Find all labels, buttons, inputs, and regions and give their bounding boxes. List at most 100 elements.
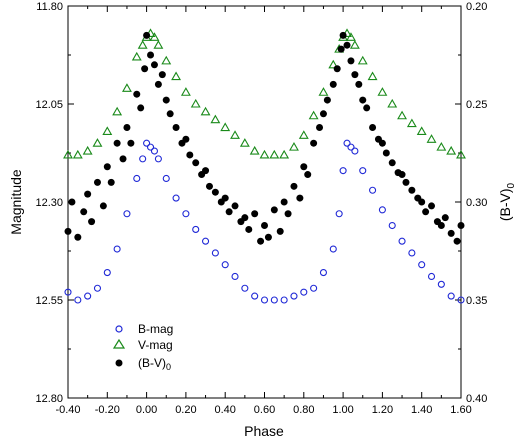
v-mag-point	[180, 87, 191, 96]
bv0-point	[221, 194, 229, 202]
x-axis-title: Phase	[244, 423, 284, 439]
bv0-point	[457, 222, 465, 230]
v-mag-point	[289, 142, 299, 151]
bv0-point	[241, 214, 249, 222]
b-mag-point	[335, 210, 343, 218]
bv0-point	[388, 159, 396, 167]
v-mag-point	[210, 114, 221, 124]
v-mag-point	[153, 40, 164, 49]
bv0-point	[133, 90, 141, 98]
x-tick-label: 1.60	[450, 404, 471, 416]
x-tick-label: -0.40	[55, 404, 80, 416]
v-mag-point	[171, 71, 182, 81]
legend-label-bv0-sub: 0	[166, 362, 171, 372]
bv0-point	[64, 227, 72, 235]
b-mag-point	[146, 143, 155, 151]
bv0-point	[402, 178, 410, 186]
b-mag-point	[162, 174, 170, 183]
bv0-point	[418, 198, 426, 206]
y-tick-label: 12.05	[35, 99, 63, 111]
b-mag-point	[231, 272, 239, 281]
bv0-point	[351, 71, 359, 79]
bv0-point	[369, 124, 377, 132]
bv0-point	[359, 96, 367, 104]
bv0-point	[186, 151, 194, 159]
v-mag-point	[230, 130, 240, 139]
x-tick-label: 1.40	[411, 404, 432, 416]
b-mag-point	[113, 245, 121, 253]
bv0-point	[408, 186, 416, 194]
bv0-point	[99, 202, 107, 210]
y2-tick-label: 0.20	[466, 1, 487, 13]
bv0-point	[453, 237, 461, 245]
b-mag-point	[418, 261, 426, 269]
v-mag-point	[239, 138, 250, 147]
v-mag-point	[131, 51, 142, 61]
y2-axis-title: (B-V)0	[497, 182, 517, 221]
legend-marker-v-mag	[112, 338, 126, 349]
b-mag-point	[388, 221, 396, 230]
b-mag-point	[280, 296, 288, 304]
bv0-point	[143, 31, 151, 39]
b-mag-point	[457, 296, 465, 304]
b-mag-point	[347, 143, 355, 151]
bv0-point	[211, 188, 219, 196]
b-mag-point	[182, 210, 190, 218]
v-mag-point	[426, 134, 437, 143]
bv0-point	[264, 233, 272, 241]
v-mag-point	[161, 55, 172, 65]
b-mag-point	[192, 225, 200, 233]
y2-axis-title-main: (B-V)	[497, 188, 513, 221]
bv0-point	[398, 171, 406, 179]
bv0-point	[290, 182, 298, 190]
v-mag-point	[349, 40, 360, 49]
x-tick-label: 0.20	[175, 404, 196, 416]
y2-tick-label: 0.35	[466, 295, 487, 307]
y2-tick-label: 0.40	[466, 393, 487, 405]
v-mag-point	[122, 83, 132, 92]
v-mag-point	[137, 40, 148, 49]
x-axis: -0.40 -0.20 0.00 0.20 0.40 0.60 0.80 1.00 1.20 1.…	[55, 6, 472, 416]
b-mag-point	[378, 206, 386, 214]
bv0-point	[123, 124, 131, 132]
bv0-point	[347, 57, 355, 65]
bv0-point	[137, 104, 145, 112]
b-mag-point	[359, 167, 367, 175]
bv0-point	[107, 178, 115, 186]
bv0-point	[150, 61, 158, 69]
y2-tick-label: 0.30	[466, 197, 487, 209]
bv0-point	[382, 149, 390, 157]
bv0-point	[428, 202, 436, 210]
bv0-point	[158, 71, 166, 79]
v-mag-point	[397, 110, 407, 120]
b-mag-point	[154, 155, 162, 163]
bv0-point	[84, 190, 92, 198]
bv0-point	[337, 45, 345, 53]
y-axis-right: 0.20 0.25 0.30 0.35 0.40	[455, 1, 487, 405]
b-mag-point	[260, 296, 269, 304]
v-mag-point	[102, 126, 113, 135]
bv0-point	[225, 208, 233, 216]
v-mag-point	[279, 149, 290, 159]
bv0-point	[300, 163, 308, 171]
y-tick-label: 12.80	[35, 393, 63, 405]
bv0-point	[74, 233, 82, 241]
bv0-point	[284, 210, 292, 218]
b-mag-point	[329, 245, 337, 253]
bv0-point	[154, 80, 162, 88]
legend-label-bv0: (B-V)0	[138, 356, 171, 372]
y2-axis-title-sub: 0	[506, 182, 517, 188]
bv0-point	[316, 124, 324, 132]
x-tick-label: 1.20	[372, 404, 393, 416]
series-layer	[63, 28, 466, 304]
b-mag-point	[172, 194, 180, 202]
bv0-point	[147, 51, 155, 59]
v-mag-point	[308, 110, 319, 120]
bv0-point	[202, 167, 210, 175]
v-mag-point	[367, 71, 378, 81]
b-mag-point	[93, 284, 102, 292]
bv0-point	[68, 198, 76, 206]
series-v-mag	[63, 28, 466, 159]
bv0-point	[192, 159, 200, 167]
x-tick-label: -0.20	[95, 404, 120, 416]
